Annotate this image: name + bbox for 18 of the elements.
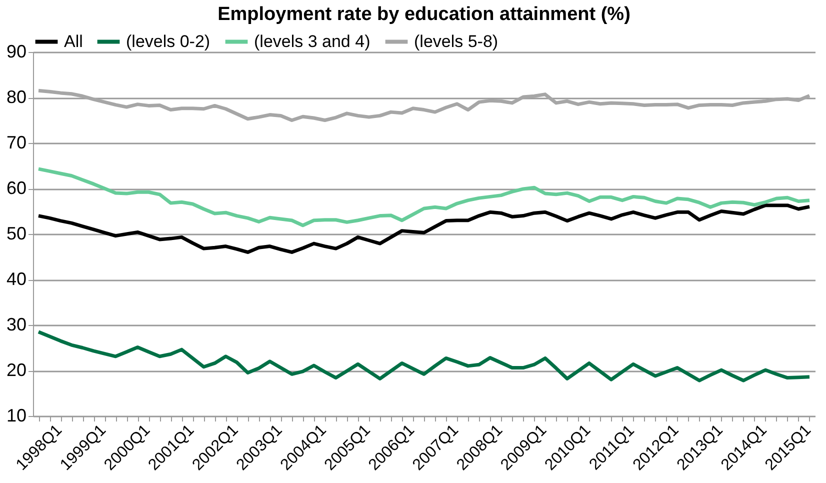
y-tick-label: 40 bbox=[6, 269, 26, 289]
y-tick-label: 20 bbox=[6, 360, 26, 380]
legend-label: All bbox=[64, 32, 83, 51]
line-series bbox=[36, 204, 812, 254]
line-series bbox=[36, 330, 812, 382]
y-tick-label: 90 bbox=[6, 42, 26, 62]
line-series bbox=[36, 167, 812, 228]
y-tick-label: 60 bbox=[6, 178, 26, 198]
y-tick-label: 80 bbox=[6, 87, 26, 107]
legend-label: (levels 0-2) bbox=[126, 32, 210, 51]
y-tick-label: 70 bbox=[6, 132, 26, 152]
legend-label: (levels 3 and 4) bbox=[254, 32, 370, 51]
line-series bbox=[36, 88, 812, 122]
legend-label: (levels 5-8) bbox=[414, 32, 498, 51]
y-tick-label: 30 bbox=[6, 314, 26, 334]
y-tick-label: 50 bbox=[6, 224, 26, 244]
chart-title: Employment rate by education attainment (%) bbox=[218, 4, 630, 25]
y-tick-label: 10 bbox=[6, 406, 26, 426]
